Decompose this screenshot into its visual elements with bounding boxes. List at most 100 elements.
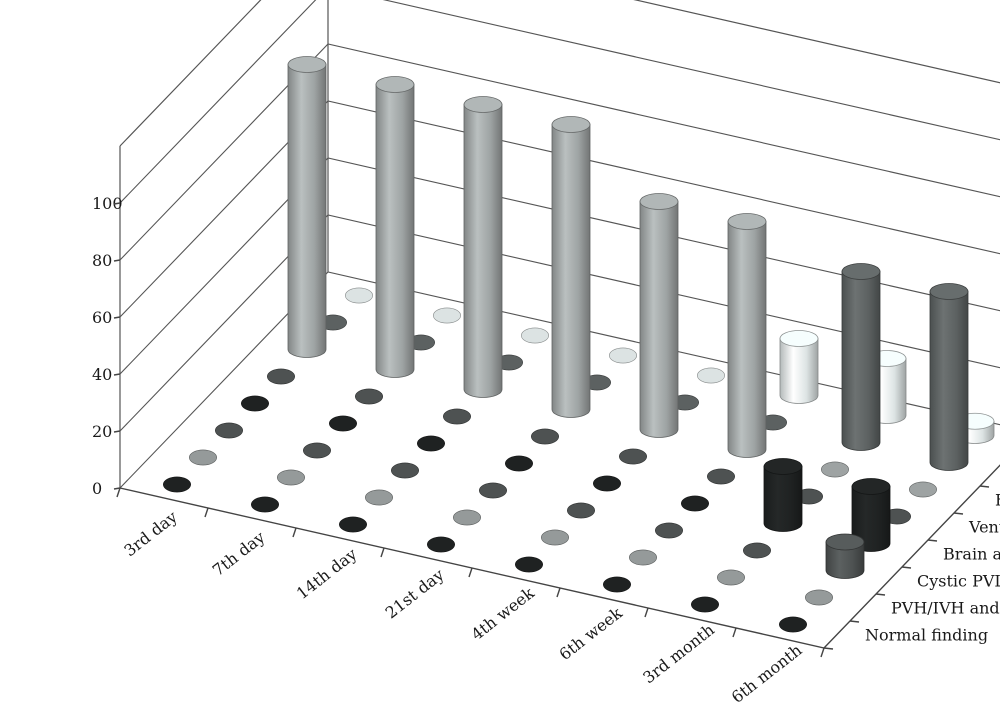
- bar: [717, 569, 745, 586]
- bar-top: [639, 193, 679, 210]
- bar: [339, 516, 367, 533]
- depth-tick-mark: [901, 566, 912, 569]
- y-tick-label: 40: [92, 365, 112, 384]
- bar-zero: [215, 422, 243, 439]
- bar-body: [763, 466, 803, 532]
- chart-marks: [163, 56, 995, 633]
- bar: [821, 461, 849, 478]
- bar-zero: [681, 495, 709, 512]
- bar-top: [929, 283, 969, 300]
- bar-zero: [303, 442, 331, 459]
- series-label: Normal finding: [865, 626, 988, 645]
- depth-tick-mark: [953, 512, 964, 515]
- bar: [521, 327, 549, 344]
- depth-tick-mark: [849, 620, 860, 623]
- bar: [727, 213, 767, 458]
- bar-body: [287, 64, 327, 358]
- bar-zero: [345, 287, 373, 304]
- bar-zero: [453, 509, 481, 526]
- bar: [329, 415, 357, 432]
- bar-zero: [707, 468, 735, 485]
- chart-walls: [119, 0, 1000, 489]
- bar-zero: [717, 569, 745, 586]
- x-tick-label: 14th day: [293, 544, 361, 603]
- gridline-100: [119, 0, 1000, 204]
- bar-zero: [189, 449, 217, 466]
- bar-body: [727, 221, 767, 458]
- bar-zero: [805, 589, 833, 606]
- x-tick-mark: [292, 527, 297, 538]
- bar-zero: [909, 481, 937, 498]
- bar-zero: [567, 502, 595, 519]
- bar: [303, 442, 331, 459]
- bar: [443, 408, 471, 425]
- bar: [267, 368, 295, 385]
- bar: [593, 475, 621, 492]
- x-tick-label: 4th week: [467, 583, 538, 644]
- y-tick-mark: [113, 430, 121, 433]
- bar-zero: [593, 475, 621, 492]
- y-tick-mark: [113, 316, 121, 319]
- bar-body: [779, 338, 819, 404]
- depth-tick-mark: [979, 485, 990, 488]
- bar: [417, 435, 445, 452]
- bar-zero: [479, 482, 507, 499]
- bar-zero: [365, 489, 393, 506]
- series-label: PVH/IVH and PVL: [891, 599, 1000, 618]
- bar-zero: [521, 327, 549, 344]
- bar-zero: [433, 307, 461, 324]
- bar: [215, 422, 243, 439]
- bar-top: [727, 213, 767, 230]
- bar-zero: [779, 616, 807, 633]
- bar-zero: [329, 415, 357, 432]
- bar-body: [463, 104, 503, 398]
- bar-body: [551, 124, 591, 418]
- bar: [697, 367, 725, 384]
- bar-body: [639, 201, 679, 438]
- bar-zero: [515, 556, 543, 573]
- y-tick-label: 20: [92, 422, 112, 441]
- bar: [567, 502, 595, 519]
- bar-zero: [603, 576, 631, 593]
- bar-top: [287, 56, 327, 73]
- bar: [433, 307, 461, 324]
- bar: [531, 428, 559, 445]
- bar: [189, 449, 217, 466]
- bar-zero: [163, 476, 191, 493]
- bar-top: [463, 96, 503, 113]
- x-tick-mark: [820, 647, 825, 658]
- bar: [681, 495, 709, 512]
- bar: [287, 56, 327, 358]
- y-tick-label: 0: [92, 479, 102, 498]
- y-tick-mark: [113, 487, 121, 490]
- bar-zero: [391, 462, 419, 479]
- bar-zero: [505, 455, 533, 472]
- bar: [619, 448, 647, 465]
- bar-zero: [241, 395, 269, 412]
- bar-zero: [691, 596, 719, 613]
- bar: [691, 596, 719, 613]
- bar-top: [825, 533, 865, 551]
- bar-zero: [427, 536, 455, 553]
- bar: [163, 476, 191, 493]
- depth-tick-mark: [823, 647, 834, 650]
- x-tick-mark: [468, 567, 473, 578]
- bar-zero: [629, 549, 657, 566]
- x-tick-label: 3rd day: [120, 507, 181, 560]
- bar: [909, 481, 937, 498]
- bar-zero: [619, 448, 647, 465]
- bar: [391, 462, 419, 479]
- y-tick-mark: [113, 259, 121, 262]
- depth-tick-mark: [875, 593, 886, 596]
- y-tick-label: 100: [92, 194, 123, 213]
- bar: [655, 522, 683, 539]
- bar-zero: [697, 367, 725, 384]
- bar-zero: [355, 388, 383, 405]
- y-axis-ticks: 0 20 40 60 80 100: [92, 194, 123, 498]
- bar: [763, 458, 803, 532]
- bar: [479, 482, 507, 499]
- y-tick-mark: [113, 202, 121, 205]
- bar-top: [841, 263, 881, 280]
- bar: [515, 556, 543, 573]
